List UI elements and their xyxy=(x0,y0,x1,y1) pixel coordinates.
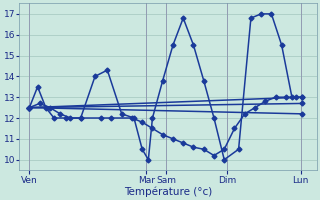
X-axis label: Température (°c): Température (°c) xyxy=(124,186,212,197)
